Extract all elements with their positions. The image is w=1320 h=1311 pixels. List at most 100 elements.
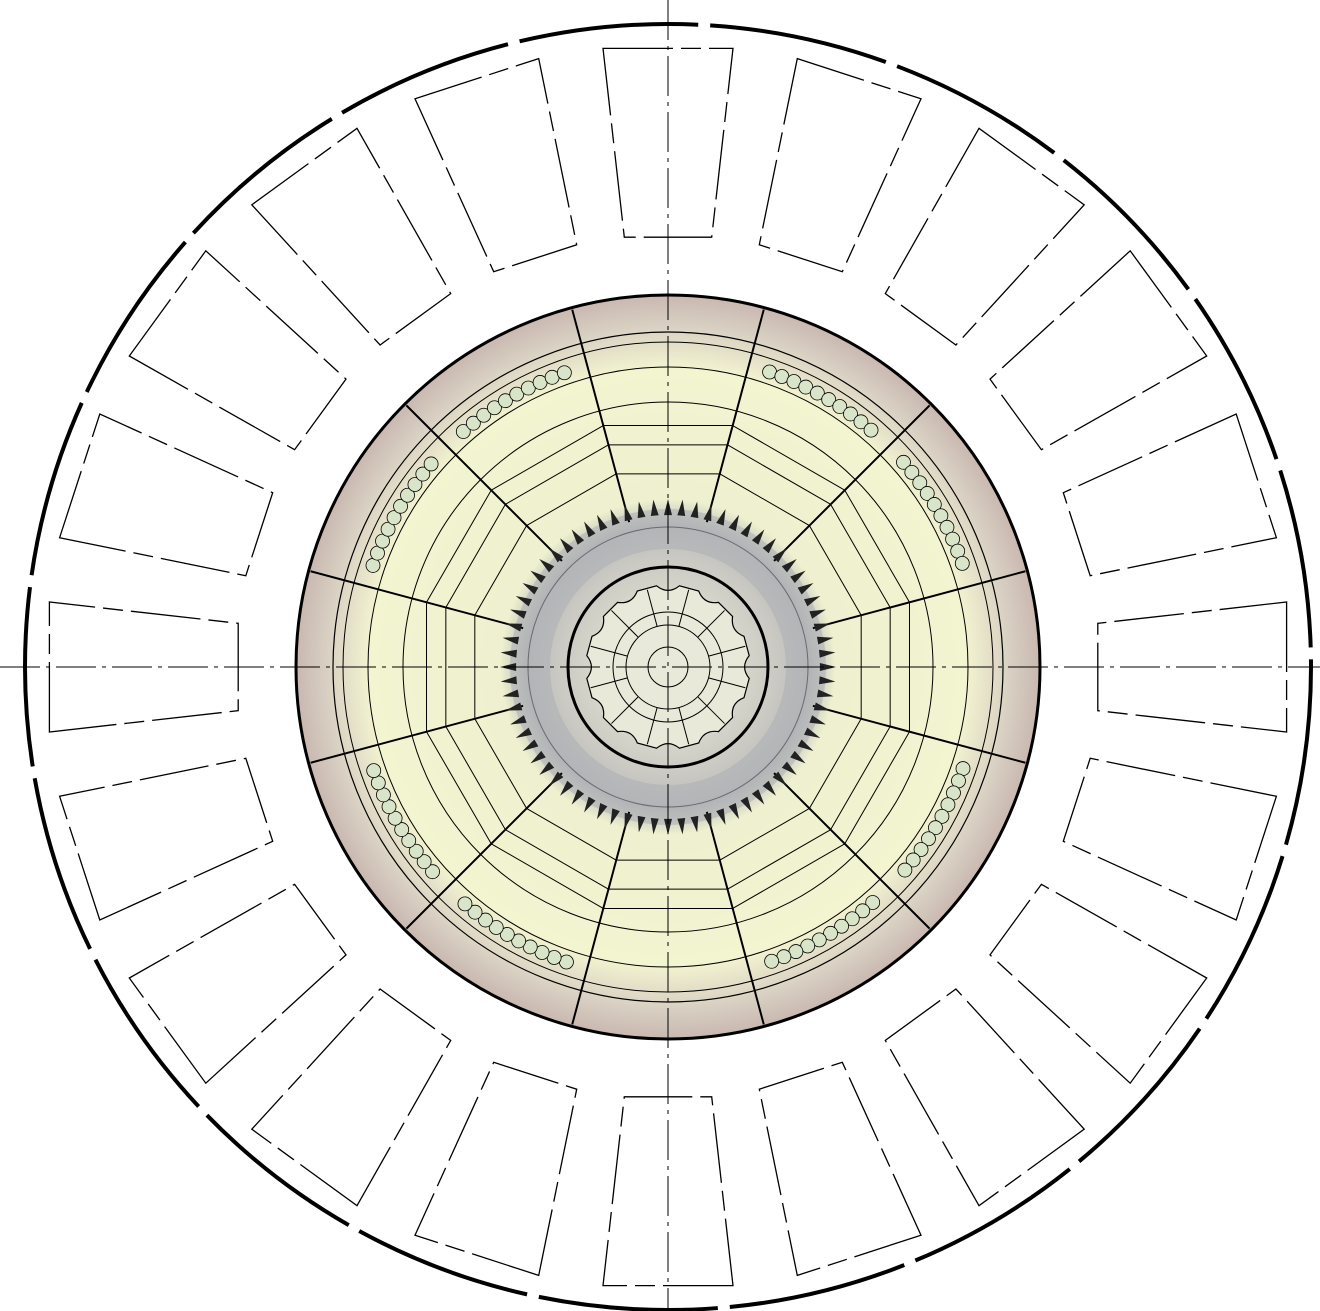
ring-ball [934,808,950,824]
rosette-rib [611,696,639,724]
ring-ball [509,386,525,402]
panel-line [445,504,506,608]
window-bay [989,249,1208,451]
ring-ball [954,555,970,571]
window-bay [758,1061,922,1277]
ring-ball [380,521,396,537]
rosette-rib [611,610,639,638]
panel-line [719,807,810,861]
ring-ball [511,933,527,949]
panel-line [426,489,492,603]
rib [310,704,524,764]
window-bay [128,249,347,451]
rosette-rib [590,645,628,657]
window-bay [250,127,452,346]
ring-ball [366,763,382,779]
panel-line [526,473,617,527]
rosette-rib [646,589,658,627]
panel-line [808,525,862,616]
rib [773,404,931,562]
window-bay [48,601,239,733]
rosette-rib [708,677,746,689]
ring-ball [919,486,935,501]
ring-ball [478,912,493,928]
panel-line [844,731,910,845]
window-bay [602,47,734,238]
rosette-rib [646,707,658,745]
ring-ball [400,487,415,503]
ring-ball [467,904,483,920]
ring-ball [904,464,920,480]
panel-line [490,843,604,909]
ring-ball [425,864,440,880]
ring-ball [455,424,471,439]
window-bay [414,57,578,273]
ring-ball [423,456,439,472]
ring-ball [823,925,838,941]
rib [405,404,563,562]
panel-line [844,489,910,603]
rosette [586,585,750,749]
ring-ball [488,920,504,935]
ring-ball [921,831,936,847]
window-bay [414,1061,578,1277]
ring-ball [821,392,837,407]
ring-ball [415,466,431,482]
window-bay [602,1096,734,1287]
panel-line [727,444,831,505]
rib [571,309,631,523]
ring-ball [897,862,913,878]
ring-ball [912,475,928,491]
ring-ball [487,400,502,416]
panel-line [830,726,891,830]
ring-ball [394,822,410,837]
rosette-rib [697,696,725,724]
ring-ball [416,854,432,870]
ring-ball [476,407,492,423]
ring-ball [843,406,858,422]
window-bay [884,988,1086,1207]
ring-ball [809,385,825,401]
ring-ball [465,415,481,431]
window-bay [1062,757,1278,921]
rib [812,704,1026,764]
ring-ball [853,414,869,430]
window-bay [1062,413,1278,577]
rosette-rib [678,707,690,745]
ring-ball [408,843,424,859]
ring-ball [386,510,402,526]
ring-ball [834,918,849,934]
panel-line [505,829,609,890]
rosette-rib [708,645,746,657]
ring-ball [855,903,871,919]
ring-ball [863,422,879,438]
window-bay [1097,601,1288,733]
panel-line [526,807,617,861]
ring-ball [913,842,929,857]
ring-ball [832,399,848,414]
panel-line [808,718,862,809]
window-bay [758,57,922,273]
rosette-rib [678,589,690,627]
ring-ball [940,797,956,813]
panel-line [830,504,891,608]
panel-line [732,843,846,909]
panel-line [474,525,528,616]
panel-line [474,718,528,809]
rib [405,772,563,930]
panel-line [732,425,846,491]
rib [571,811,631,1025]
ring-ball [905,852,921,868]
ring-ball [798,379,814,395]
panel-line [490,425,604,491]
ring-ball [407,477,423,492]
panel-line [727,829,831,890]
ring-ball [764,953,780,969]
ring-ball [865,895,881,910]
rosette-rib [697,610,725,638]
ring-ball [926,497,942,512]
ring-ball [393,498,408,514]
rib [310,570,524,630]
